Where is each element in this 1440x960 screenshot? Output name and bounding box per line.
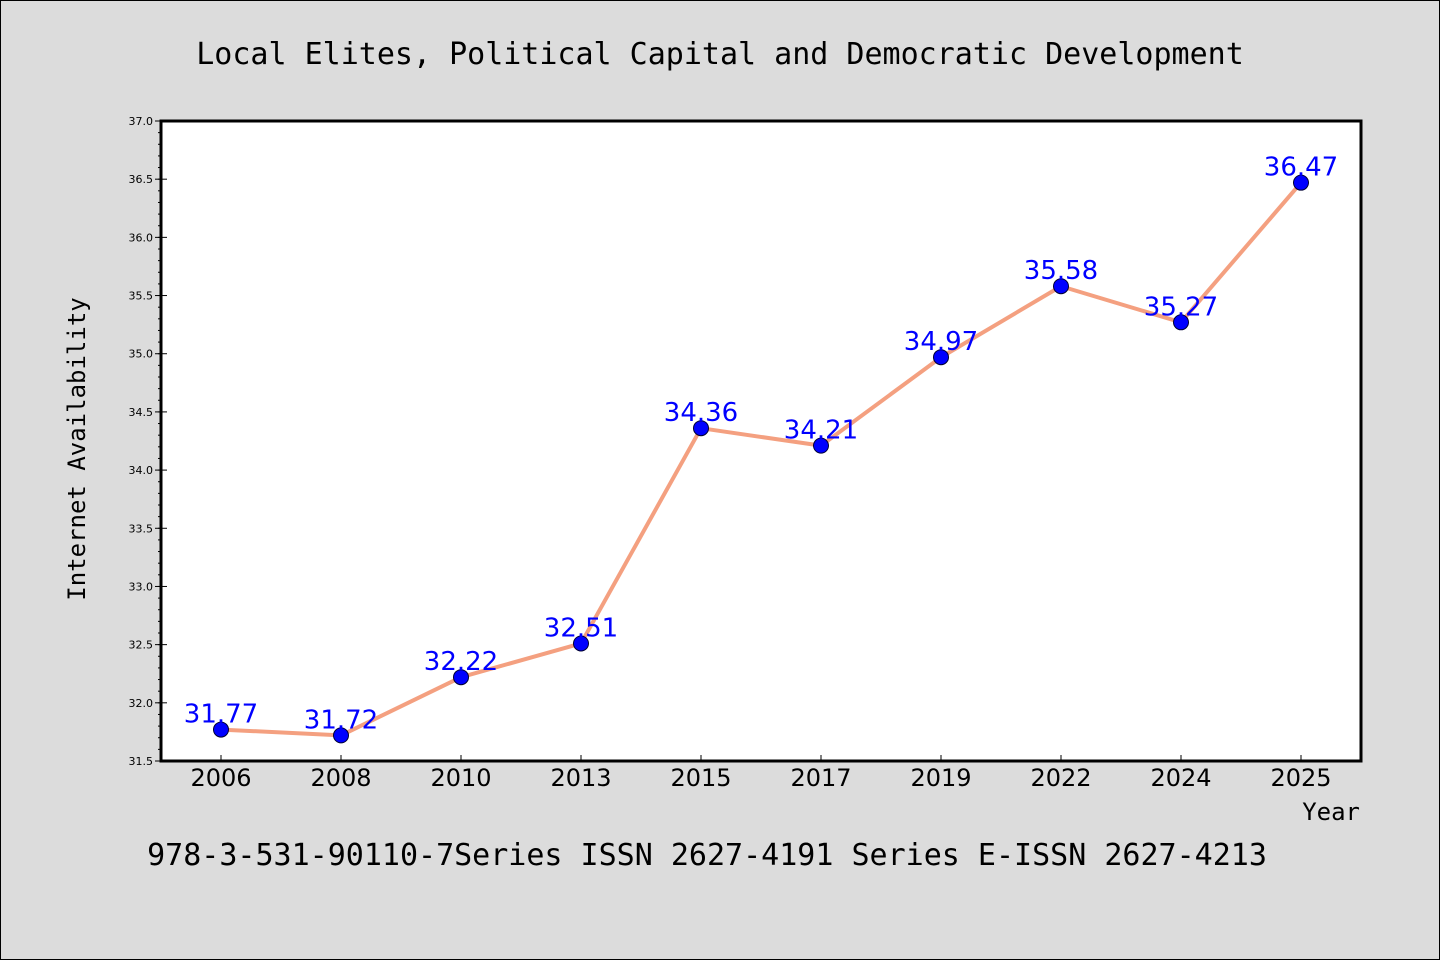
data-point: [813, 437, 829, 454]
data-labels: 31.77 31.72 32.22 32.51 34.36 34.21 34.97 35.58…: [184, 153, 1338, 736]
y-tick-label: 34.5: [129, 406, 154, 419]
y-tick-label: 37.0: [129, 115, 154, 128]
y-tick-label: 35.0: [129, 348, 154, 361]
x-tick-label: 2017: [790, 764, 851, 792]
data-label: 32.51: [544, 613, 618, 643]
series-line: [220, 181, 1303, 738]
data-point: [573, 635, 589, 652]
y-tick-label: 35.5: [129, 290, 154, 303]
x-tick-label: 2022: [1030, 764, 1091, 792]
x-axis-label: Year: [1302, 798, 1360, 826]
series-markers: [213, 174, 1309, 744]
data-label: 35.27: [1144, 292, 1218, 322]
data-label: 35.58: [1024, 256, 1098, 286]
y-tick-label: 31.5: [129, 755, 154, 768]
data-point: [933, 349, 949, 366]
x-tick-label: 2015: [670, 764, 731, 792]
x-tick-label: 2010: [430, 764, 491, 792]
y-tick-label: 36.0: [129, 231, 154, 244]
y-tick-label: 36.5: [129, 173, 154, 186]
data-point: [1293, 174, 1309, 191]
y-tick-label: 33.5: [129, 522, 154, 535]
isbn-footer: 978-3-531-90110-7Series ISSN 2627-4191 S…: [147, 838, 1267, 873]
data-label: 34.36: [664, 398, 738, 428]
x-tick-label: 2008: [310, 764, 371, 792]
y-tick-label: 32.0: [129, 697, 154, 710]
data-point: [1173, 314, 1189, 331]
data-point: [333, 727, 349, 744]
x-tick-label: 2025: [1270, 764, 1331, 792]
data-label: 34.97: [904, 327, 978, 357]
data-point: [1053, 278, 1069, 295]
data-label: 31.77: [184, 700, 258, 730]
y-tick-label: 33.0: [129, 580, 154, 593]
x-axis: 2006 2008 2010 2013 2015 2017 2019 2022 2024 2025: [190, 755, 1332, 792]
x-tick-label: 2024: [1150, 764, 1211, 792]
data-label: 36.47: [1264, 153, 1338, 183]
plot-area: [159, 119, 1363, 763]
x-tick-label: 2006: [190, 764, 251, 792]
data-point: [213, 721, 229, 738]
y-axis: 31.5 32.0 32.5 33.0 33.5 34.0 34.5 35.0 35.5 36.0…: [129, 115, 167, 768]
x-tick-label: 2013: [550, 764, 611, 792]
data-label: 32.22: [424, 647, 498, 677]
data-label: 31.72: [304, 705, 378, 735]
data-label: 34.21: [784, 416, 858, 446]
y-axis-label: Internet Availability: [63, 297, 91, 600]
y-tick-label: 34.0: [129, 464, 154, 477]
y-tick-label: 32.5: [129, 639, 154, 652]
data-point: [693, 420, 709, 437]
data-point: [453, 669, 469, 686]
chart-title: Local Elites, Political Capital and Demo…: [196, 37, 1244, 72]
x-tick-label: 2019: [910, 764, 971, 792]
